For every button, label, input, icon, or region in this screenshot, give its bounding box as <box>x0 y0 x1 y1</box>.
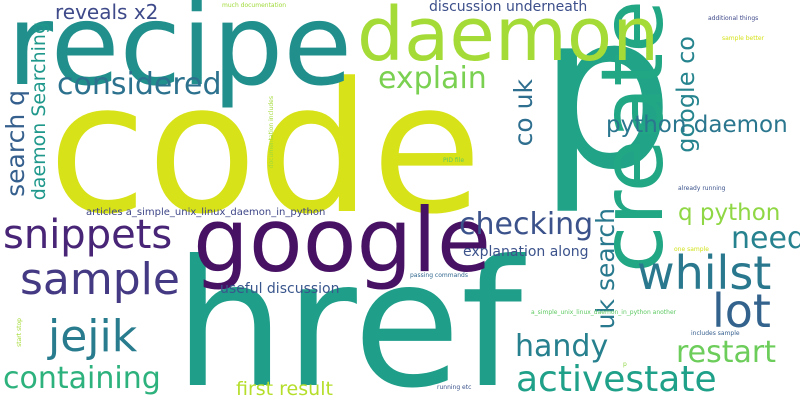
word-snippets: snippets <box>3 212 173 258</box>
word-recipe: recipe <box>7 0 353 111</box>
word-explain: explain <box>378 61 487 96</box>
word-daemon-searching: daemon Searching <box>28 22 50 201</box>
word-handy: handy <box>515 329 609 364</box>
word-p: p <box>538 0 675 217</box>
word-sample: sample <box>20 254 180 305</box>
word-restart: restart <box>676 335 777 370</box>
word-includes-sample: includes sample <box>691 330 740 337</box>
word-p-small: p <box>623 361 627 368</box>
word-running-etc: running etc <box>437 384 472 391</box>
word-discussion-underneath: discussion underneath <box>429 0 588 15</box>
word-pid-file: PID file <box>443 157 465 164</box>
word-sample-better: sample better <box>722 35 765 42</box>
word-jejik: jejik <box>48 311 138 362</box>
word-passing-commands: passing commands <box>410 272 468 279</box>
word-already-running: already running <box>678 185 726 192</box>
word-articles: articles a_simple_unix_linux_daemon_in_p… <box>86 207 326 218</box>
word-search-q: search q <box>1 90 30 197</box>
word-whilst: whilst <box>637 246 772 300</box>
word-containing: containing <box>3 361 161 396</box>
word-lot: lot <box>712 284 771 338</box>
word-reveals-x2: reveals x2 <box>55 0 159 24</box>
word-need: need <box>731 221 800 256</box>
word-much-documentation: much documentation <box>222 2 287 9</box>
word-explanation-along: explanation along <box>463 244 589 260</box>
word-a-simple-another: a_simple_unix_linux_daemon_in_python ano… <box>531 309 677 316</box>
word-co-uk: co uk <box>509 79 538 147</box>
word-daemon: daemon <box>357 0 660 78</box>
word-google: google <box>193 189 491 292</box>
word-code: code <box>48 45 483 254</box>
word-first-result: first result <box>236 378 333 400</box>
word-useful-discussion: useful discussion <box>220 281 340 297</box>
word-considered: considered <box>57 67 222 102</box>
word-checking: checking <box>459 207 594 242</box>
word-q-python: q python <box>678 200 781 226</box>
word-activestate: activestate <box>516 359 717 400</box>
word-one-sample: one sample <box>674 246 709 253</box>
word-href: href <box>174 224 523 400</box>
word-additional-things: additional things <box>708 15 759 22</box>
word-start-stop: start stop <box>16 318 23 347</box>
word-python-daemon: python daemon <box>606 112 788 138</box>
word-documentation-includes: documentation includes <box>268 96 275 169</box>
